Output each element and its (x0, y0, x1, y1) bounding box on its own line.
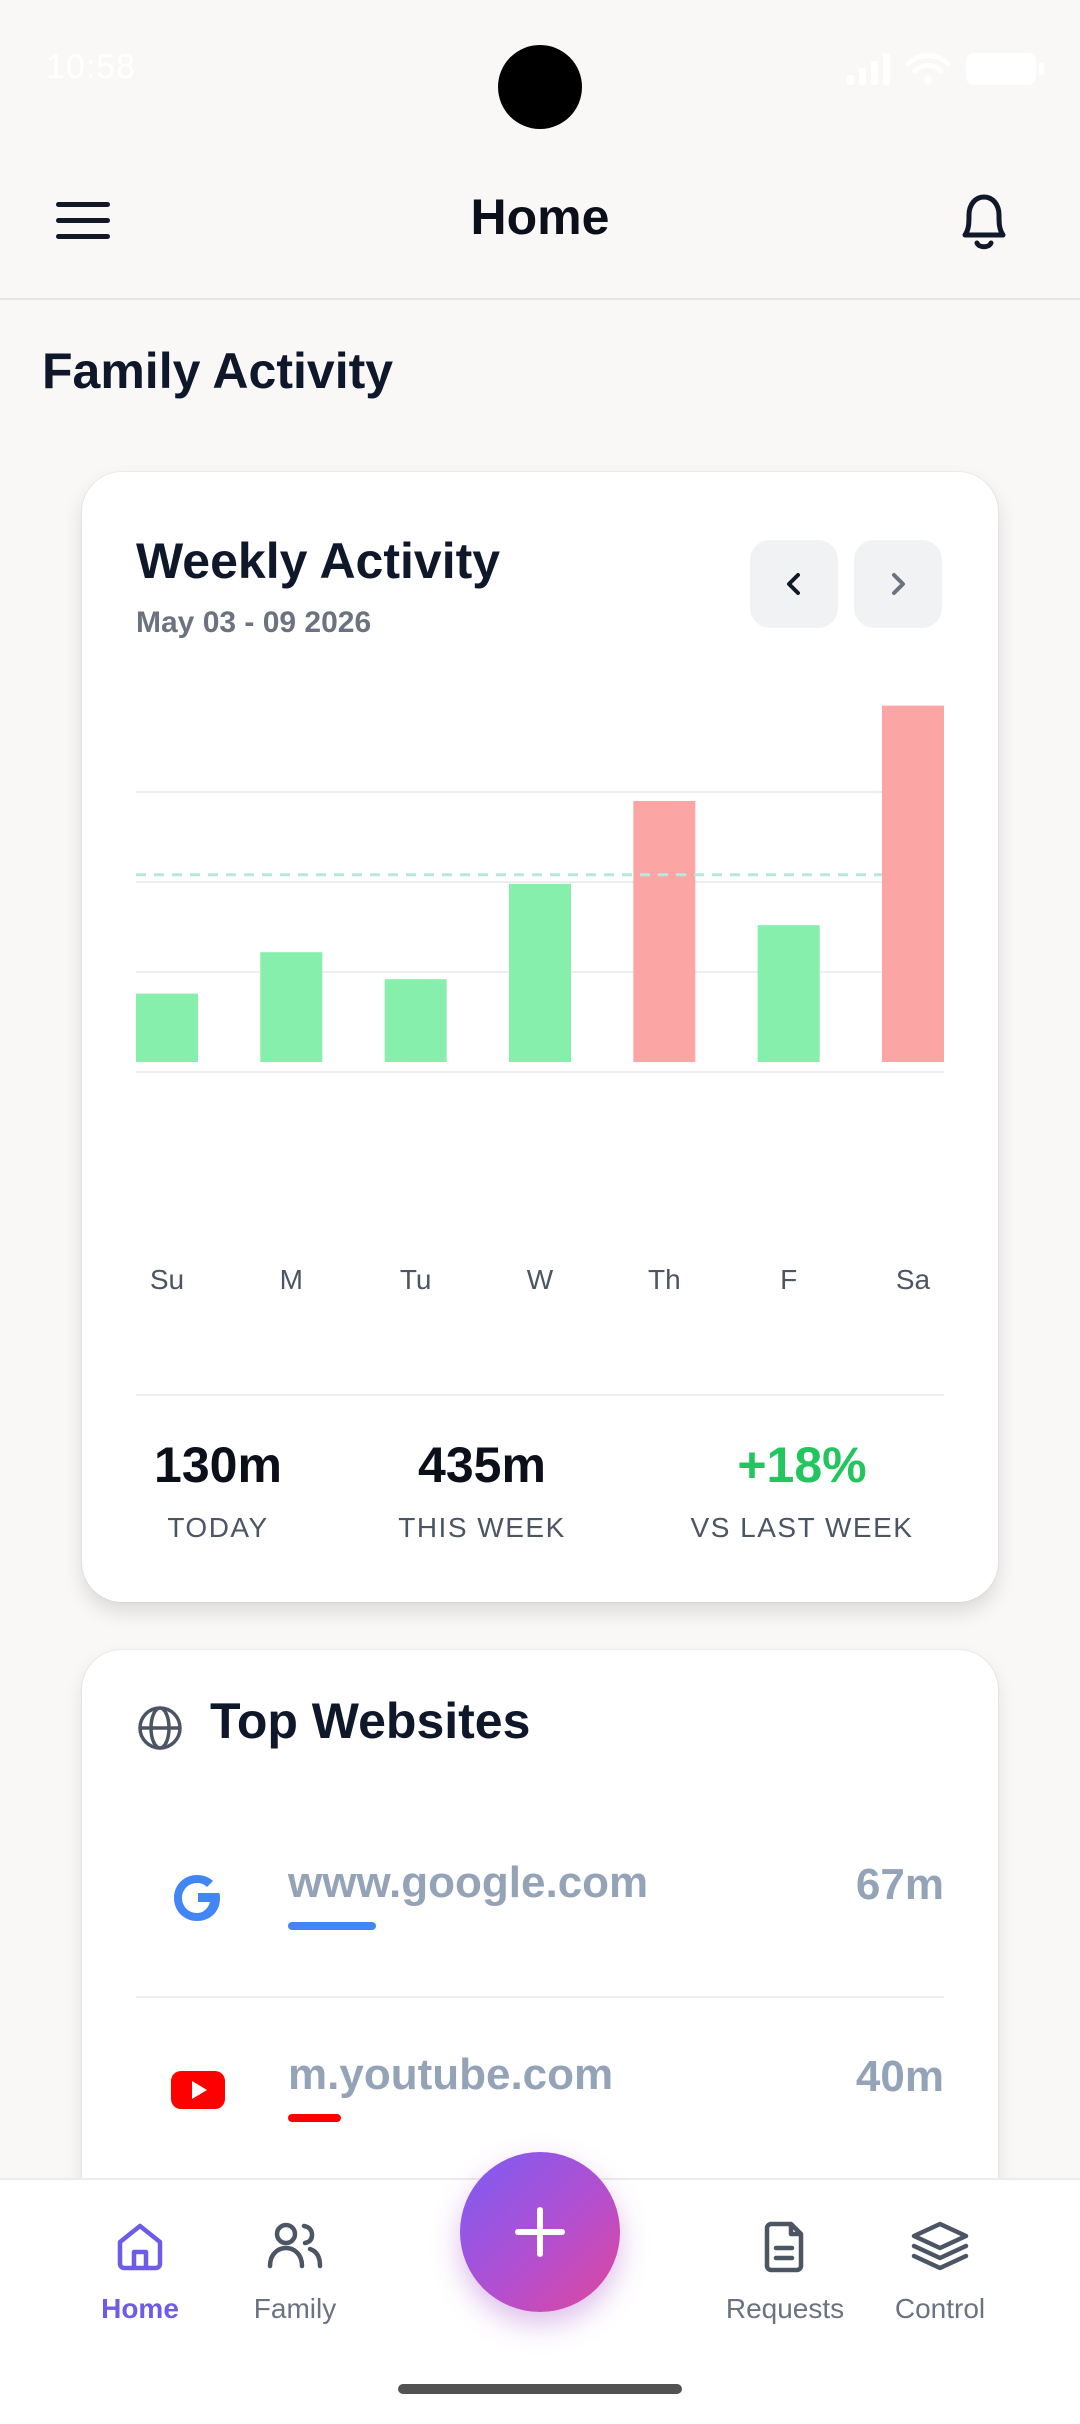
card-title: Weekly Activity (136, 533, 501, 589)
plus-icon (515, 2207, 565, 2257)
day-label-tu: Tu (399, 1264, 432, 1295)
stat-label: THIS WEEK (398, 1512, 566, 1543)
notifications-button[interactable] (944, 182, 1024, 262)
day-label-sa: Sa (895, 1264, 931, 1295)
site-name: m.youtube.com (288, 2050, 614, 2099)
nav-label: Control (894, 2293, 986, 2324)
nav-label: Home (101, 2293, 179, 2324)
website-row-youtube[interactable]: m.youtube.com 40m (136, 2028, 944, 2178)
home-indicator (398, 2384, 682, 2394)
stat-label: TODAY (167, 1512, 269, 1543)
website-row-google[interactable]: www.google.com 67m (136, 1836, 944, 1986)
site-name: www.google.com (288, 1858, 649, 1907)
day-label-w: W (526, 1264, 554, 1295)
usage-bar (288, 2114, 341, 2122)
stat-value: 130m (154, 1437, 282, 1493)
row-divider (136, 1996, 944, 1998)
section-title: Family Activity (42, 343, 394, 399)
card-divider (136, 1394, 944, 1396)
nav-label: Family (253, 2293, 337, 2324)
nav-family[interactable]: Family (205, 2218, 385, 2325)
status-time: 10:58 (46, 48, 137, 86)
users-icon (267, 2222, 323, 2269)
nav-label: Requests (725, 2293, 845, 2324)
chevron-right-icon (892, 573, 905, 595)
bell-icon (962, 194, 1006, 250)
websites-title: Top Websites (210, 1693, 531, 1749)
status-bar: 10:58 (0, 0, 1080, 140)
stat-this-week: 435m THIS WEEK (362, 1436, 602, 1544)
chart-bar-th[interactable] (633, 801, 696, 1062)
google-icon (166, 1866, 230, 1930)
chevron-left-icon (787, 573, 800, 595)
chart-bar-w[interactable] (509, 883, 571, 1062)
stat-label: VS LAST WEEK (690, 1512, 914, 1543)
document-icon (764, 2221, 804, 2273)
globe-icon (138, 1706, 182, 1750)
layers-icon (911, 2221, 969, 2271)
previous-week-button[interactable] (750, 540, 838, 628)
usage-bar (288, 1922, 376, 1930)
nav-requests[interactable]: Requests (695, 2218, 875, 2325)
chart-bar-tu[interactable] (384, 979, 447, 1062)
chart-bar-sa[interactable] (882, 705, 944, 1062)
chart-bar-m[interactable] (260, 952, 323, 1062)
site-time: 40m (855, 2052, 944, 2101)
youtube-icon (166, 2058, 230, 2122)
nav-control[interactable]: Control (850, 2218, 1030, 2325)
battery-icon (966, 53, 1044, 85)
status-icons (847, 52, 1044, 86)
day-label-f: F (780, 1264, 798, 1295)
app-header: Home (0, 140, 1080, 300)
date-range: May 03 - 09 2026 (136, 606, 372, 639)
day-label-m: M (279, 1264, 303, 1295)
day-label-su: Su (149, 1264, 185, 1295)
weekly-activity-chart (136, 705, 944, 1073)
chart-bar-f[interactable] (757, 925, 820, 1062)
add-button[interactable] (460, 2152, 620, 2312)
weekly-activity-card: Weekly Activity May 03 - 09 2026 Su M Tu W T… (82, 472, 998, 1602)
signal-icon (847, 53, 890, 85)
wifi-icon (906, 53, 950, 84)
stat-value: +18% (737, 1437, 867, 1493)
next-week-button[interactable] (854, 540, 942, 628)
menu-button[interactable] (56, 190, 136, 250)
day-label-th: Th (647, 1264, 681, 1295)
page-title: Home (470, 189, 610, 245)
stat-value: 435m (418, 1437, 546, 1493)
stat-today: 130m TODAY (128, 1436, 308, 1544)
camera-cutout (498, 45, 582, 129)
home-icon (117, 2223, 163, 2271)
nav-home[interactable]: Home (50, 2218, 230, 2325)
site-time: 67m (855, 1860, 944, 1909)
chart-bar-su[interactable] (136, 993, 198, 1062)
stat-vs-last-week: +18% VS LAST WEEK (662, 1436, 942, 1544)
